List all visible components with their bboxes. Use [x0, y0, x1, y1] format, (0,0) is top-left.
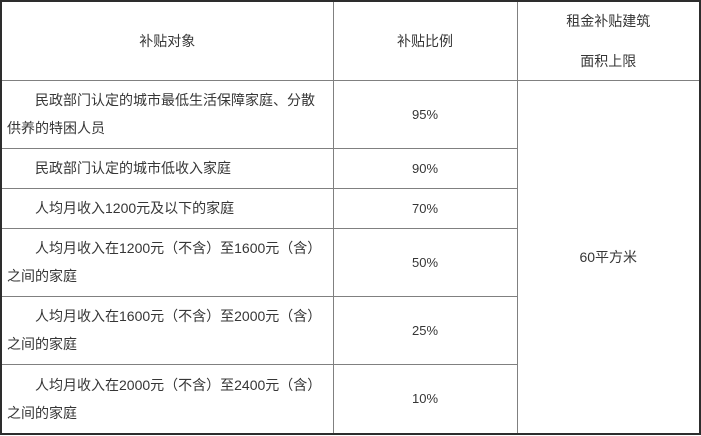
header-subsidy-target: 补贴对象 — [0, 0, 334, 81]
table-row: 人均月收入在2000元（不含）至2400元（含）之间的家庭 10% — [0, 363, 700, 435]
table-row: 民政部门认定的城市最低生活保障家庭、分散供养的特困人员 95% 60平方米 — [0, 79, 701, 435]
header-area-limit-line2: 面积上限 — [580, 52, 637, 69]
ratio-cell: 25% — [332, 295, 518, 365]
header-area-limit-lines: 租金补贴建筑 面积上限 — [519, 11, 699, 71]
table-row: 民政部门认定的城市低收入家庭 90% — [0, 147, 700, 189]
table-row: 人均月收入1200元及以下的家庭 70% — [0, 187, 700, 229]
header-area-limit: 租金补贴建筑 面积上限 — [516, 0, 701, 81]
ratio-cell: 70% — [332, 187, 518, 229]
ratio-cell: 90% — [332, 147, 518, 189]
table-row: 人均月收入在1200元（不含）至1600元（含）之间的家庭 50% — [0, 227, 700, 297]
target-cell: 人均月收入在2000元（不含）至2400元（含）之间的家庭 — [0, 363, 334, 435]
table-row: 人均月收入在1600元（不含）至2000元（含）之间的家庭 25% — [0, 295, 700, 365]
header-area-limit-line1: 租金补贴建筑 — [566, 12, 651, 29]
target-cell: 人均月收入1200元及以下的家庭 — [0, 187, 334, 229]
target-cell: 民政部门认定的城市最低生活保障家庭、分散供养的特困人员 — [0, 79, 334, 149]
ratio-cell: 50% — [332, 227, 518, 297]
target-cell: 人均月收入在1600元（不含）至2000元（含）之间的家庭 — [0, 295, 334, 365]
target-cell: 人均月收入在1200元（不含）至1600元（含）之间的家庭 — [0, 227, 334, 297]
area-limit-cell: 60平方米 — [516, 79, 701, 435]
ratio-cell: 95% — [332, 79, 518, 149]
header-subsidy-ratio: 补贴比例 — [332, 0, 518, 81]
ratio-cell: 10% — [332, 363, 518, 435]
table-header-row: 补贴对象 补贴比例 租金补贴建筑 面积上限 — [0, 0, 701, 81]
target-cell: 民政部门认定的城市低收入家庭 — [0, 147, 334, 189]
